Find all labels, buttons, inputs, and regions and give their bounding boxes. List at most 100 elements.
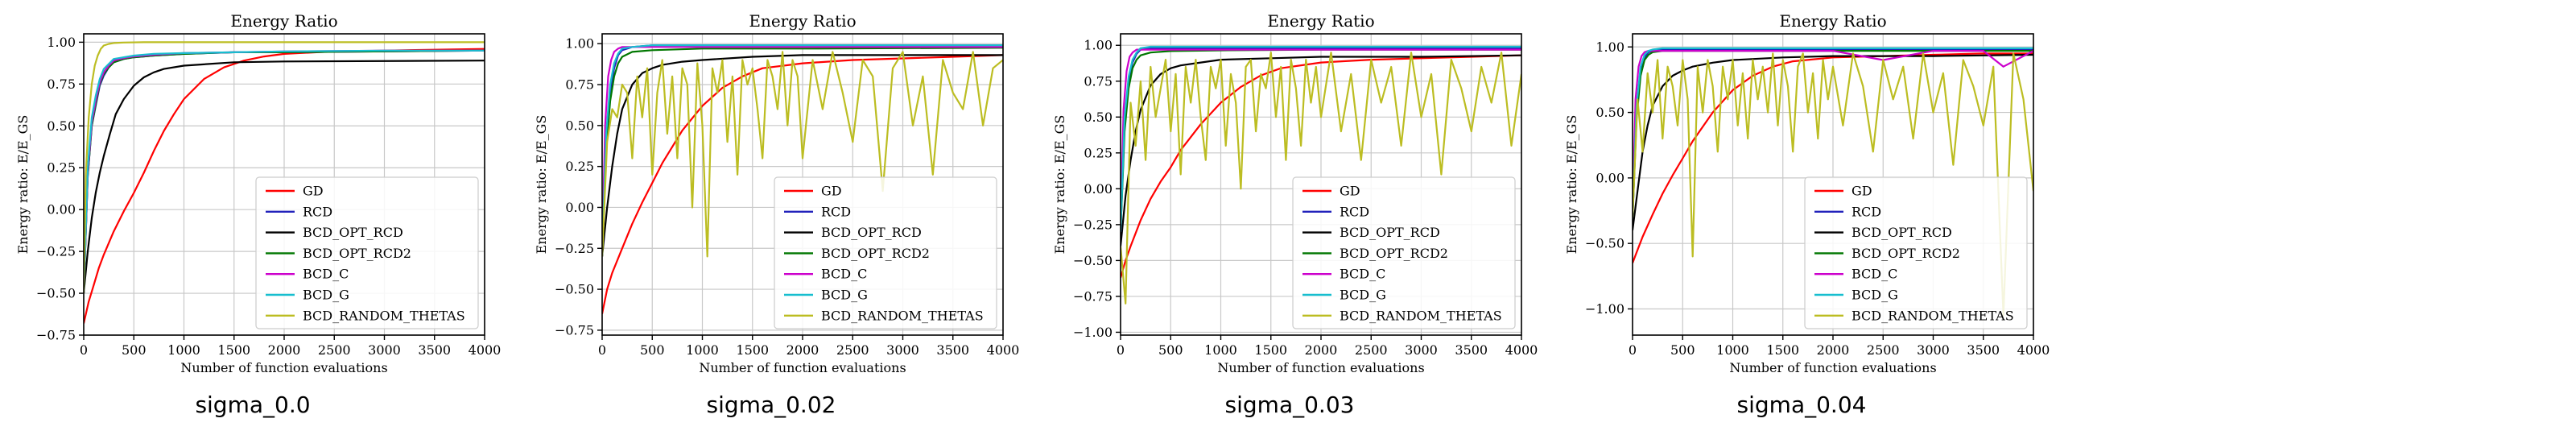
x-tick-label: 1000 (167, 342, 200, 358)
legend-box (255, 176, 479, 329)
series-line-bcd-opt-rcd (1121, 54, 1521, 246)
x-tick-label: 1500 (217, 342, 250, 358)
x-tick-label: 1000 (1204, 342, 1237, 358)
legend: GD RCD BCD_OPT_RCD BCD_OPT_RCD2 BCD_C BCD_G BC… (774, 176, 997, 329)
legend: GD RCD BCD_OPT_RCD BCD_OPT_RCD2 BCD_C BCD_G BC… (255, 176, 479, 329)
legend-label: BCD_OPT_RCD (303, 225, 403, 240)
series-line-bcd-c (602, 46, 1003, 257)
y-tick-label: −0.50 (1073, 253, 1113, 268)
legend-label: GD (1340, 184, 1360, 199)
x-tick-label: 2500 (836, 342, 869, 358)
y-tick-label: −0.25 (1073, 217, 1113, 232)
legend-label: BCD_OPT_RCD2 (1852, 246, 1960, 261)
y-tick-label: −0.75 (1073, 288, 1113, 304)
y-tick-label: 0.75 (47, 77, 76, 92)
legend-label: BCD_C (303, 267, 349, 282)
y-tick-label: −0.75 (555, 322, 594, 338)
x-tick-label: 1500 (1766, 342, 1799, 358)
x-tick-label: 1000 (686, 342, 719, 358)
legend: GD RCD BCD_OPT_RCD BCD_OPT_RCD2 BCD_C BCD_G BC… (1292, 176, 1516, 329)
y-tick-label: 0.25 (1084, 145, 1113, 160)
y-tick-label: −0.50 (555, 282, 594, 297)
chart-caption: sigma_0.03 (1225, 392, 1355, 418)
legend-label: BCD_G (303, 288, 349, 303)
y-tick-label: 1.00 (565, 36, 594, 52)
x-tick-label: 3500 (418, 342, 451, 358)
x-tick-label: 3000 (1917, 342, 1950, 358)
x-tick-label: 4000 (469, 342, 502, 358)
legend-label: BCD_C (1340, 267, 1385, 282)
x-tick-label: 0 (598, 342, 606, 358)
x-tick-label: 0 (1629, 342, 1637, 358)
series-line-bcd-c (1633, 49, 2033, 218)
x-tick-label: 2000 (268, 342, 301, 358)
y-tick-label: 0.00 (565, 200, 594, 215)
x-tick-label: 500 (640, 342, 665, 358)
x-tick-label: 3000 (1405, 342, 1438, 358)
x-tick-label: 2000 (786, 342, 819, 358)
y-tick-label: −0.75 (36, 328, 76, 343)
y-tick-label: −0.25 (36, 244, 76, 259)
x-tick-label: 3000 (368, 342, 401, 358)
y-tick-label: 0.50 (1596, 105, 1624, 120)
y-axis-label: Energy ratio: E/E_GS (1564, 115, 1579, 255)
x-tick-label: 2000 (1305, 342, 1338, 358)
y-tick-label: 0.25 (565, 159, 594, 174)
y-tick-label: −0.50 (36, 286, 76, 301)
y-tick-label: −1.00 (1585, 301, 1624, 317)
x-tick-label: 2500 (1355, 342, 1388, 358)
legend-label: BCD_RANDOM_THETAS (303, 308, 465, 323)
chart-panel-1: 0 500 1000 1500 2000 2500 3000 3500 4000 −0.75 −0.… (534, 11, 1019, 418)
legend-label: BCD_RANDOM_THETAS (821, 308, 984, 323)
x-tick-label: 2500 (1867, 342, 1900, 358)
y-tick-label: −0.50 (1585, 236, 1624, 251)
y-tick-label: 0.50 (1084, 110, 1113, 125)
chart-caption: sigma_0.02 (707, 392, 836, 418)
y-tick-label: 0.50 (47, 118, 76, 134)
x-tick-label: 0 (1117, 342, 1125, 358)
x-tick-label: 4000 (987, 342, 1020, 358)
x-tick-label: 500 (1158, 342, 1183, 358)
legend-label: BCD_RANDOM_THETAS (1340, 308, 1502, 323)
legend-label: BCD_OPT_RCD2 (821, 246, 930, 261)
chart-caption: sigma_0.0 (195, 392, 310, 418)
legend-label: GD (821, 184, 842, 199)
legend-label: BCD_OPT_RCD (821, 225, 922, 240)
y-tick-label: 0.25 (47, 160, 76, 176)
y-tick-label: −0.25 (555, 241, 594, 256)
x-tick-label: 1500 (1254, 342, 1287, 358)
series-group (1633, 47, 2033, 317)
x-tick-label: 2000 (1817, 342, 1850, 358)
y-axis-label: Energy ratio: E/E_GS (15, 115, 31, 255)
x-tick-label: 500 (1670, 342, 1695, 358)
chart-panel-2: 0 500 1000 1500 2000 2500 3000 3500 4000 −1.00 −0.… (1052, 11, 1538, 418)
series-line-bcd-random-thetas (84, 41, 485, 294)
series-line-bcd-opt-rcd (602, 54, 1003, 257)
series-line-bcd-g (1633, 47, 2033, 218)
x-tick-label: 1500 (736, 342, 769, 358)
series-line-bcd-g (84, 49, 485, 294)
chart-panel-3: 0 500 1000 1500 2000 2500 3000 3500 4000 −1.00 −0.… (1564, 11, 2050, 418)
x-tick-label: 3500 (936, 342, 969, 358)
chart-title: Energy Ratio (1779, 11, 1886, 31)
x-tick-label: 3500 (1967, 342, 2000, 358)
series-line-gd (1121, 54, 1521, 279)
legend-label: GD (1852, 184, 1872, 199)
y-tick-label: 0.50 (565, 118, 594, 133)
legend-label: BCD_RANDOM_THETAS (1852, 308, 2014, 323)
y-tick-label: 0.00 (1596, 170, 1624, 185)
legend-box (1804, 176, 2028, 329)
legend-label: BCD_G (1852, 288, 1898, 303)
series-group (602, 44, 1003, 314)
x-tick-label: 1000 (1716, 342, 1749, 358)
series-line-bcd-random-thetas (1633, 52, 2033, 317)
x-axis-label: Number of function evaluations (699, 360, 906, 375)
x-axis-label: Number of function evaluations (1217, 360, 1424, 375)
y-axis-label: Energy ratio: E/E_GS (534, 115, 549, 255)
legend: GD RCD BCD_OPT_RCD BCD_OPT_RCD2 BCD_C BCD_G BC… (1804, 176, 2028, 329)
legend-label: BCD_OPT_RCD (1340, 225, 1440, 240)
legend-box (774, 176, 997, 329)
legend-label: BCD_C (821, 267, 867, 282)
chart-title: Energy Ratio (749, 11, 856, 31)
